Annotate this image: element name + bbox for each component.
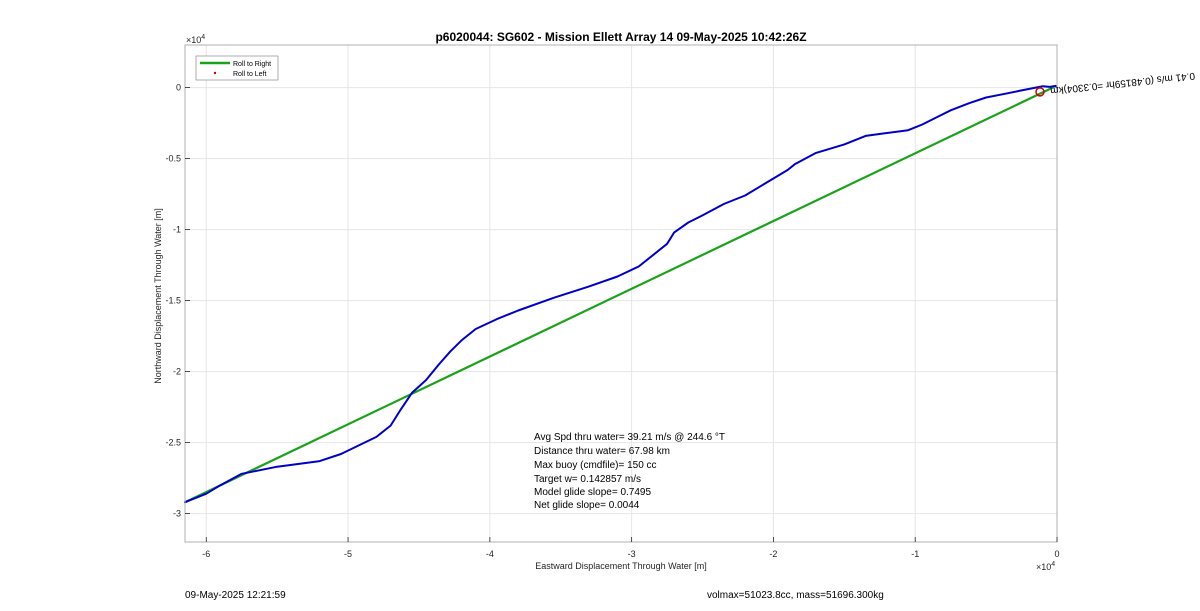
annotation-target-w: Target w= 0.142857 m/s (534, 474, 641, 485)
y-exponent-label: ×104 (186, 34, 205, 45)
x-axis-label: Eastward Displacement Through Water [m] (535, 561, 707, 571)
grid (185, 45, 1058, 542)
x-tick-label: -3 (628, 549, 636, 559)
y-tick-label: -3 (173, 509, 181, 519)
y-tick-label: -2.5 (165, 438, 181, 448)
annotation-max-buoy: Max buoy (cmdfile)= 150 cc (534, 460, 657, 471)
y-tick-label: -0.5 (165, 154, 181, 164)
x-tick-label: -1 (911, 549, 919, 559)
legend-swatch-roll-left (213, 71, 217, 75)
annotation-avg-speed: Avg Spd thru water= 39.21 m/s @ 244.6 °T (534, 432, 725, 443)
y-tick-label: -1 (173, 225, 181, 235)
series-line-track (184, 84, 1058, 504)
annotation-distance: Distance thru water= 67.98 km (534, 446, 670, 457)
legend-label-roll-right: Roll to Right (233, 61, 271, 68)
tick-layer: -6 -5 -4 -3 -2 -1 0 0 -0.5 -1 -1.5 -2 -2.5 -3 (165, 83, 1059, 559)
series-layer (183, 84, 1058, 504)
path-label: 0.41 m/s (0.48159hr =0.3304)km (1050, 70, 1196, 96)
x-exponent-label: ×104 (1036, 561, 1055, 572)
y-axis-label: Northward Displacement Through Water [m] (153, 208, 163, 384)
footer-timestamp: 09-May-2025 12:21:59 (185, 590, 286, 601)
x-tick-label: -5 (344, 549, 352, 559)
x-tick-label: -6 (202, 549, 210, 559)
marker-layer (1035, 87, 1045, 97)
y-exponent: 4 (201, 34, 205, 41)
legend: Roll to Right Roll to Left (195, 55, 279, 81)
legend-box (195, 55, 279, 81)
x-exponent: 4 (1051, 561, 1055, 568)
footer-vol-mass: volmax=51023.8cc, mass=51696.300kg (707, 590, 884, 601)
end-marker (1035, 87, 1045, 97)
annotation-net-glide: Net glide slope= 0.0044 (534, 500, 640, 511)
y-tick-label: -1.5 (165, 296, 181, 306)
chart-title: p6020044: SG602 - Mission Ellett Array 1… (435, 30, 806, 44)
x-tick-label: 0 (1054, 549, 1059, 559)
legend-label-roll-left: Roll to Left (233, 71, 267, 78)
x-tick-label: -2 (769, 549, 777, 559)
stats-annotations: Avg Spd thru water= 39.21 m/s @ 244.6 °T… (534, 432, 725, 511)
x-tick-label: -4 (486, 549, 494, 559)
series-line-roll-right (183, 86, 1054, 504)
annotation-model-glide: Model glide slope= 0.7495 (534, 487, 651, 498)
y-tick-label: 0 (176, 83, 181, 93)
plot-frame (184, 44, 1058, 543)
y-tick-label: -2 (173, 367, 181, 377)
